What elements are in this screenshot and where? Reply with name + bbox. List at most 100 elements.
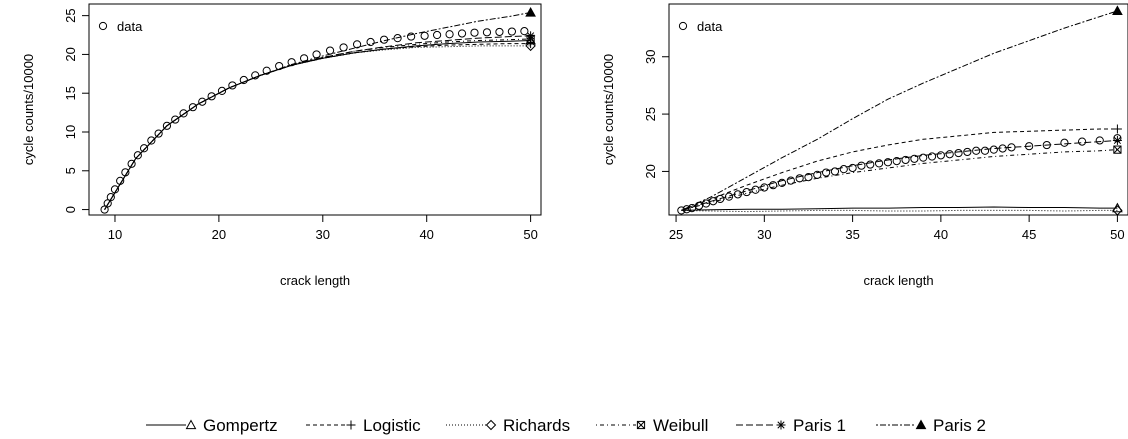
data-point	[848, 163, 857, 173]
x-tick-label: 35	[845, 227, 859, 242]
model-endpoint-richards	[525, 40, 536, 52]
data-point	[171, 115, 180, 124]
data-point	[892, 157, 901, 166]
data-point	[106, 193, 115, 202]
data-point	[910, 154, 919, 163]
model-endpoint-richards	[1112, 205, 1123, 216]
model-curve-paris-2	[681, 10, 1118, 211]
y-tick-label: 20	[643, 164, 658, 178]
data-point	[742, 187, 751, 197]
data-point	[936, 151, 945, 160]
y-tick-label: 30	[643, 50, 658, 64]
data-point	[262, 66, 271, 75]
data-point	[927, 152, 937, 161]
y-tick-label: 0	[63, 206, 78, 213]
legend-marker	[485, 419, 497, 431]
x-tick-label: 30	[757, 227, 771, 242]
data-point	[777, 178, 787, 187]
data-point	[1007, 143, 1016, 152]
data-point	[980, 146, 990, 155]
data-point	[287, 58, 296, 67]
data-point	[716, 194, 725, 204]
data-point	[804, 173, 813, 182]
x-tick-label: 20	[212, 227, 226, 242]
legend-marker	[185, 419, 197, 430]
data-point	[432, 30, 442, 40]
x-axis-label: crack length	[280, 273, 350, 288]
legend-data-label: data	[697, 19, 723, 34]
data-point	[147, 136, 156, 145]
model-endpoint-weibull	[1113, 145, 1122, 154]
data-point	[162, 121, 172, 130]
data-point	[709, 197, 718, 206]
data-point	[1095, 136, 1104, 145]
panel-2: 25 30 35 40 45 50 20 25 30 crack length cycle coun…	[601, 3, 1128, 288]
data-point	[188, 103, 198, 112]
data-point	[998, 144, 1007, 153]
data-point	[687, 204, 697, 213]
x-axis-label: crack length	[863, 273, 933, 288]
data-point	[866, 160, 875, 169]
data-point	[822, 168, 831, 177]
legend-data-label: data	[117, 19, 143, 34]
data-point	[769, 181, 778, 190]
data-point	[989, 145, 998, 154]
data-point	[1042, 140, 1051, 150]
data-point	[179, 109, 188, 118]
data-point	[339, 43, 348, 52]
model-curve-logistic	[681, 128, 1118, 211]
legend-data-marker	[98, 21, 108, 31]
x-tick-label: 30	[316, 227, 330, 242]
data-point	[795, 174, 804, 183]
model-curve-gompertz	[681, 206, 1118, 211]
bottom-legend: Gompertz Logistic Richards Weibull Paris 1 Pa…	[146, 416, 986, 435]
x-tick-label: 10	[108, 227, 122, 242]
data-point	[751, 185, 760, 194]
data-point	[457, 29, 467, 38]
data-point	[786, 176, 795, 185]
data-point	[116, 176, 125, 185]
data-point	[299, 54, 309, 63]
x-tick-label: 50	[1110, 227, 1124, 242]
model-endpoint-paris-2	[525, 7, 536, 17]
legend-item-logistic: Logistic	[306, 416, 421, 435]
data-point	[954, 148, 963, 158]
legend-label: Gompertz	[203, 416, 278, 435]
data-point	[682, 205, 691, 214]
data-point	[701, 199, 711, 208]
legend-marker	[776, 420, 786, 430]
data-point	[139, 144, 149, 153]
model-curve-paris-2	[104, 12, 531, 210]
legend-item-gompertz: Gompertz	[146, 416, 278, 435]
data-point	[470, 28, 479, 37]
data-point	[420, 31, 429, 40]
data-point	[407, 32, 416, 41]
data-point	[352, 40, 362, 49]
y-tick-label: 5	[63, 167, 78, 174]
data-point	[874, 159, 884, 168]
data-point	[901, 155, 910, 165]
data-point	[228, 81, 237, 90]
legend-item-paris-1: Paris 1	[736, 416, 846, 435]
y-axis-label: cycle counts/10000	[601, 54, 616, 165]
legend-marker	[636, 420, 646, 430]
data-point	[760, 183, 769, 192]
legend-marker	[346, 420, 356, 430]
data-point	[972, 146, 981, 155]
data-point	[839, 165, 848, 174]
model-curve-richards	[681, 209, 1118, 213]
model-endpoint-logistic	[1112, 124, 1122, 134]
legend-marker	[915, 419, 927, 430]
x-tick-label: 25	[669, 227, 683, 242]
data-point	[919, 153, 928, 162]
data-point	[495, 27, 504, 37]
data-point	[127, 159, 136, 168]
x-tick-label: 45	[1022, 227, 1036, 242]
data-point	[945, 150, 954, 159]
legend-label: Logistic	[363, 416, 421, 435]
legend-item-richards: Richards	[446, 416, 570, 435]
model-curve-richards	[104, 45, 531, 210]
data-point	[312, 50, 321, 59]
